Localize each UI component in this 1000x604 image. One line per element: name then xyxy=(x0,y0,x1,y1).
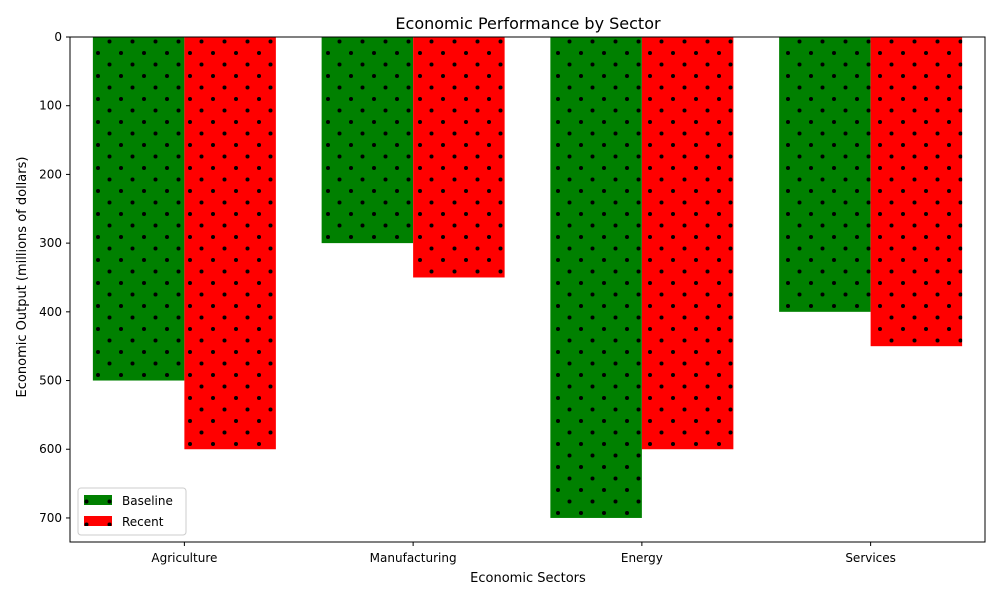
axes-layer: 0 100 200 300 400 500 600 700 Agriculture Manufac… xyxy=(39,30,986,565)
bar-hatch xyxy=(184,37,276,450)
bar-hatch xyxy=(413,37,505,278)
bar-hatch xyxy=(92,37,185,381)
bar-baseline-manufacturing xyxy=(321,37,414,244)
legend: Baseline Recent xyxy=(77,487,187,536)
bar-hatch xyxy=(779,37,871,312)
bar-hatch xyxy=(870,37,963,347)
y-tick-label: 400 xyxy=(39,305,62,319)
x-tick-label: Agriculture xyxy=(151,551,217,565)
legend-label: Baseline xyxy=(122,494,173,508)
bars-layer xyxy=(92,37,963,518)
bar-recent-agriculture xyxy=(184,37,276,450)
legend-swatch-hatch xyxy=(84,495,112,505)
chart-title: Economic Performance by Sector xyxy=(395,14,661,33)
bar-baseline-energy xyxy=(550,37,642,518)
bar-baseline-services xyxy=(779,37,871,312)
bar-recent-manufacturing xyxy=(413,37,505,278)
bar-recent-services xyxy=(870,37,963,347)
legend-item-baseline: Baseline xyxy=(84,494,173,508)
plot-frame xyxy=(69,36,986,543)
y-tick-label: 500 xyxy=(39,374,62,388)
bar-hatch xyxy=(550,37,642,518)
y-axis-label: Economic Output (millions of dollars) xyxy=(15,157,30,398)
y-tick-label: 0 xyxy=(54,30,62,44)
y-tick-label: 300 xyxy=(39,236,62,250)
y-tick-label: 200 xyxy=(39,167,62,181)
x-tick-label: Energy xyxy=(621,551,663,565)
legend-swatch-hatch xyxy=(84,516,112,526)
x-tick-label: Manufacturing xyxy=(370,551,457,565)
x-axis-label: Economic Sectors xyxy=(470,571,586,586)
bar-baseline-agriculture xyxy=(92,37,185,381)
y-tick-label: 700 xyxy=(39,511,62,525)
bar-hatch xyxy=(321,37,414,244)
bar-hatch xyxy=(641,37,734,450)
y-tick-label: 600 xyxy=(39,442,62,456)
bar-recent-energy xyxy=(641,37,734,450)
y-tick-label: 100 xyxy=(39,99,62,113)
legend-label: Recent xyxy=(122,515,164,529)
legend-item-recent: Recent xyxy=(84,515,164,529)
x-tick-label: Services xyxy=(845,551,896,565)
